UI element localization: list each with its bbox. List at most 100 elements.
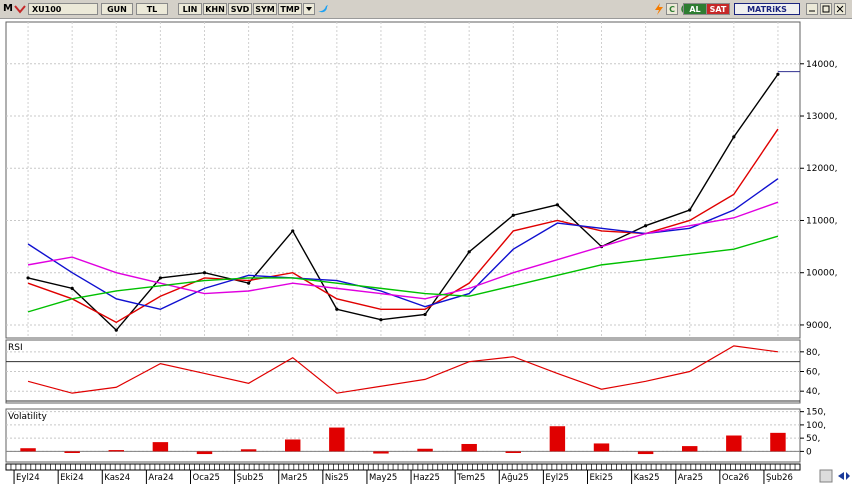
rsi-panel[interactable]: 40, 60, 80, RSI [5,339,820,404]
price-point [644,224,648,228]
price-point [688,208,692,212]
al-button[interactable]: AL [683,3,707,15]
volatility-bar [770,432,786,452]
volatility-bar [682,446,698,452]
m-label: M [3,3,13,14]
panel-frame [5,21,801,339]
lin-button[interactable]: LIN [178,3,202,15]
y-tick-label: 60, [806,368,820,378]
volatility-bar [240,449,257,452]
x-tick-label: Ağu25 [501,473,528,483]
x-tick-label: Şub25 [237,473,264,483]
y-tick-label: 50, [806,434,820,444]
volatility-bar [373,451,389,454]
x-tick-label: Şub26 [766,473,793,483]
x-tick-label: Nis25 [325,473,349,483]
x-tick-label: Kas25 [634,473,660,483]
x-tick-label: Mar25 [281,473,308,483]
chevron-down-icon[interactable] [303,3,315,15]
x-axis: Eyl24 Eki24 Kas24 Ara24 Oca25 Şub25 Mar25 Nis25… [5,463,850,484]
price-point [158,276,162,280]
y-tick-label: 12000, [806,164,838,174]
price-point [467,250,471,254]
x-tick-label: Tem25 [456,473,485,483]
y-tick-label: 150, [806,408,826,418]
price-point [26,276,30,280]
x-tick-label: May25 [369,473,397,483]
moving-average-line-3 [27,201,779,300]
symbol-icon[interactable] [14,3,26,15]
y-tick-label: 0 [806,447,812,457]
y-tick-label: 13000, [806,112,838,122]
y-tick-label: 100, [806,421,826,431]
scroll-handle-icon [819,469,833,483]
tmp-button[interactable]: TMP [278,3,302,15]
moving-average-line-4 [27,235,779,313]
y-tick-label: 10000, [806,269,838,279]
volatility-bar [64,451,80,453]
x-tick-label: Eyl25 [545,473,569,483]
x-tick-label: Oca26 [722,473,749,483]
brand-logo: MATRiKS [734,3,800,15]
price-point [291,229,295,233]
price-point [202,271,207,275]
maximize-icon[interactable] [820,3,832,15]
currency-button[interactable]: TL [136,3,168,15]
volatility-bar [637,451,654,455]
x-tick-label: Oca25 [193,473,220,483]
x-tick-label: Haz25 [413,473,440,483]
x-tick-label: Eki24 [60,473,83,483]
lightning-icon[interactable] [653,3,665,15]
y-tick-label: 80, [806,348,820,358]
scroll-right-icon [846,472,850,480]
volatility-bar [285,439,301,452]
volatility-bar [461,443,477,452]
y-tick-label: 40, [806,387,820,397]
minimize-icon[interactable] [806,3,818,15]
period-button[interactable]: GUN [101,3,133,15]
volatility-bar [549,426,566,452]
y-tick-label: 14000, [806,60,838,70]
price-point [379,318,383,322]
x-tick-label: Ara25 [678,473,703,483]
c-button[interactable]: C [666,3,678,15]
khn-button[interactable]: KHN [203,3,227,15]
x-tick-label: Eyl24 [16,473,40,483]
panel-frame [5,408,801,463]
panel-title: RSI [8,343,23,353]
twitter-bird-icon[interactable] [317,3,329,15]
sat-button[interactable]: SAT [706,3,730,15]
volatility-bar [417,448,433,452]
price-point [70,286,74,290]
volatility-bar [152,442,169,452]
volatility-bar [329,427,345,452]
symbol-field[interactable]: XU100 [28,3,98,15]
price-point [511,213,515,217]
price-point [555,203,559,207]
sym-button[interactable]: SYM [253,3,277,15]
panel-title: Volatility [8,412,48,422]
volatility-bar [196,451,213,455]
price-point [335,307,339,311]
price-point [732,135,736,139]
price-point [247,281,251,285]
x-tick-label: Kas24 [104,473,130,483]
toolbar: M XU100 GUN TL LIN KHN SVD SYM TMP C AL … [0,0,852,19]
scroll-left-icon [838,472,844,480]
chart-area[interactable]: 9000, 10000, 11000, 12000, 13000, 14000, 40, 6… [0,18,852,486]
volatility-panel[interactable]: 0 50, 100, 150, Volatility [5,408,826,463]
volatility-bar [726,435,742,452]
price-point [423,312,427,317]
price-panel[interactable]: 9000, 10000, 11000, 12000, 13000, 14000, [5,21,838,339]
price-point [114,328,118,332]
moving-average-line-1 [27,128,779,324]
svd-button[interactable]: SVD [228,3,252,15]
close-icon[interactable] [834,3,846,15]
volatility-bar [593,443,610,452]
x-tick-label: Eki25 [590,473,613,483]
volatility-bar [505,451,521,453]
y-tick-label: 9000, [806,321,832,331]
price-point [776,72,780,76]
x-tick-label: Ara24 [148,473,173,483]
